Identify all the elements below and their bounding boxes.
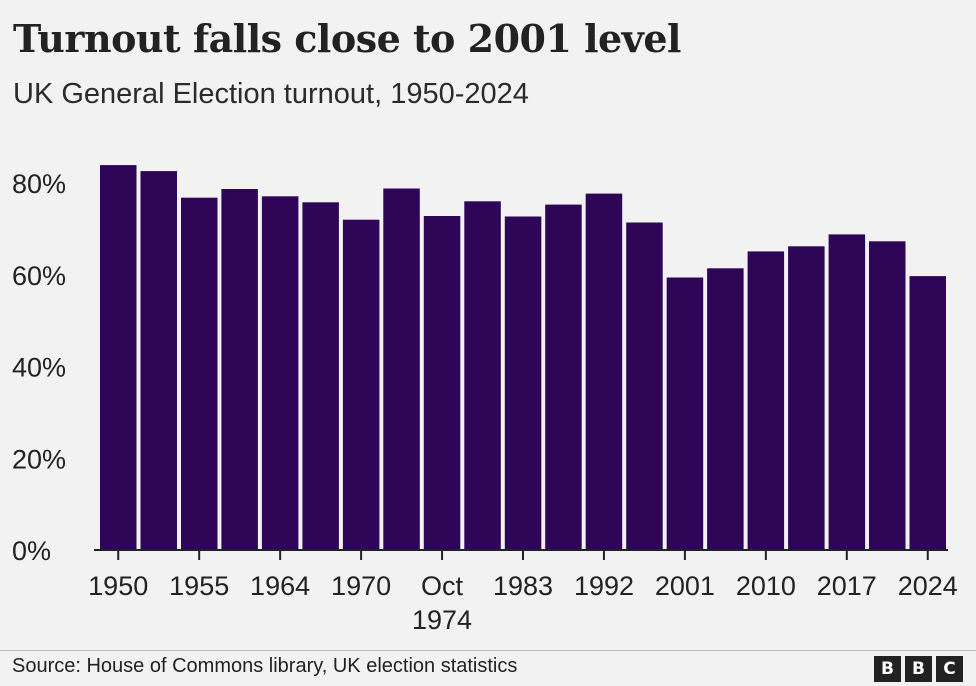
y-tick-label: 80% <box>12 169 66 199</box>
logo-letter-b2: B <box>905 656 932 682</box>
bar-2024 <box>909 276 946 550</box>
bar-1983 <box>504 216 542 550</box>
bar-1979 <box>464 201 501 551</box>
bar-1964 <box>261 196 299 551</box>
bar-1987 <box>545 204 582 550</box>
bar-2005 <box>707 268 744 550</box>
bbc-logo: B B C <box>874 656 963 682</box>
x-tick-label: 1955 <box>169 571 229 601</box>
bar-oct-1974 <box>423 216 461 550</box>
bar-2019 <box>869 241 906 551</box>
bar-1951 <box>140 171 177 550</box>
x-tick-label: 1970 <box>331 571 391 601</box>
bar-1992 <box>585 193 623 550</box>
y-tick-label: 20% <box>12 444 66 474</box>
x-tick-label: 1983 <box>493 571 553 601</box>
bar-1966 <box>302 202 339 551</box>
bar-2017 <box>828 234 866 550</box>
x-tick-label: Oct <box>421 571 464 601</box>
footer-divider <box>0 650 976 651</box>
y-tick-label: 60% <box>12 261 66 291</box>
x-tick-label: 1992 <box>574 571 634 601</box>
bar-feb-1974 <box>383 188 420 550</box>
chart-title: Turnout falls close to 2001 level <box>13 16 681 61</box>
bar-1970 <box>342 219 380 550</box>
bar-1950 <box>100 165 137 550</box>
logo-letter-c: C <box>936 656 963 682</box>
bar-2010 <box>747 251 785 550</box>
bar-2001 <box>666 277 704 550</box>
x-tick-label: 2017 <box>817 571 877 601</box>
source-note: Source: House of Commons library, UK ele… <box>12 655 518 677</box>
bar-1955 <box>181 197 218 550</box>
x-tick-label: 2024 <box>898 571 958 601</box>
y-tick-label: 0% <box>12 536 51 566</box>
x-tick-label: 1964 <box>250 571 310 601</box>
chart-subtitle: UK General Election turnout, 1950-2024 <box>13 78 529 110</box>
logo-letter-b1: B <box>874 656 901 682</box>
bar-2015 <box>788 246 825 551</box>
y-tick-label: 40% <box>12 353 66 383</box>
x-tick-label: 1974 <box>412 605 472 635</box>
bar-chart: 0% 20% 40% 60% 80% 1950 1955 1964 1970 Oct 1974 198… <box>12 165 958 635</box>
x-tick-label: 2001 <box>655 571 715 601</box>
bar-1997 <box>626 222 663 550</box>
bar-1959 <box>221 189 258 550</box>
x-tick-label: 2010 <box>736 571 796 601</box>
x-tick-label: 1950 <box>88 571 148 601</box>
